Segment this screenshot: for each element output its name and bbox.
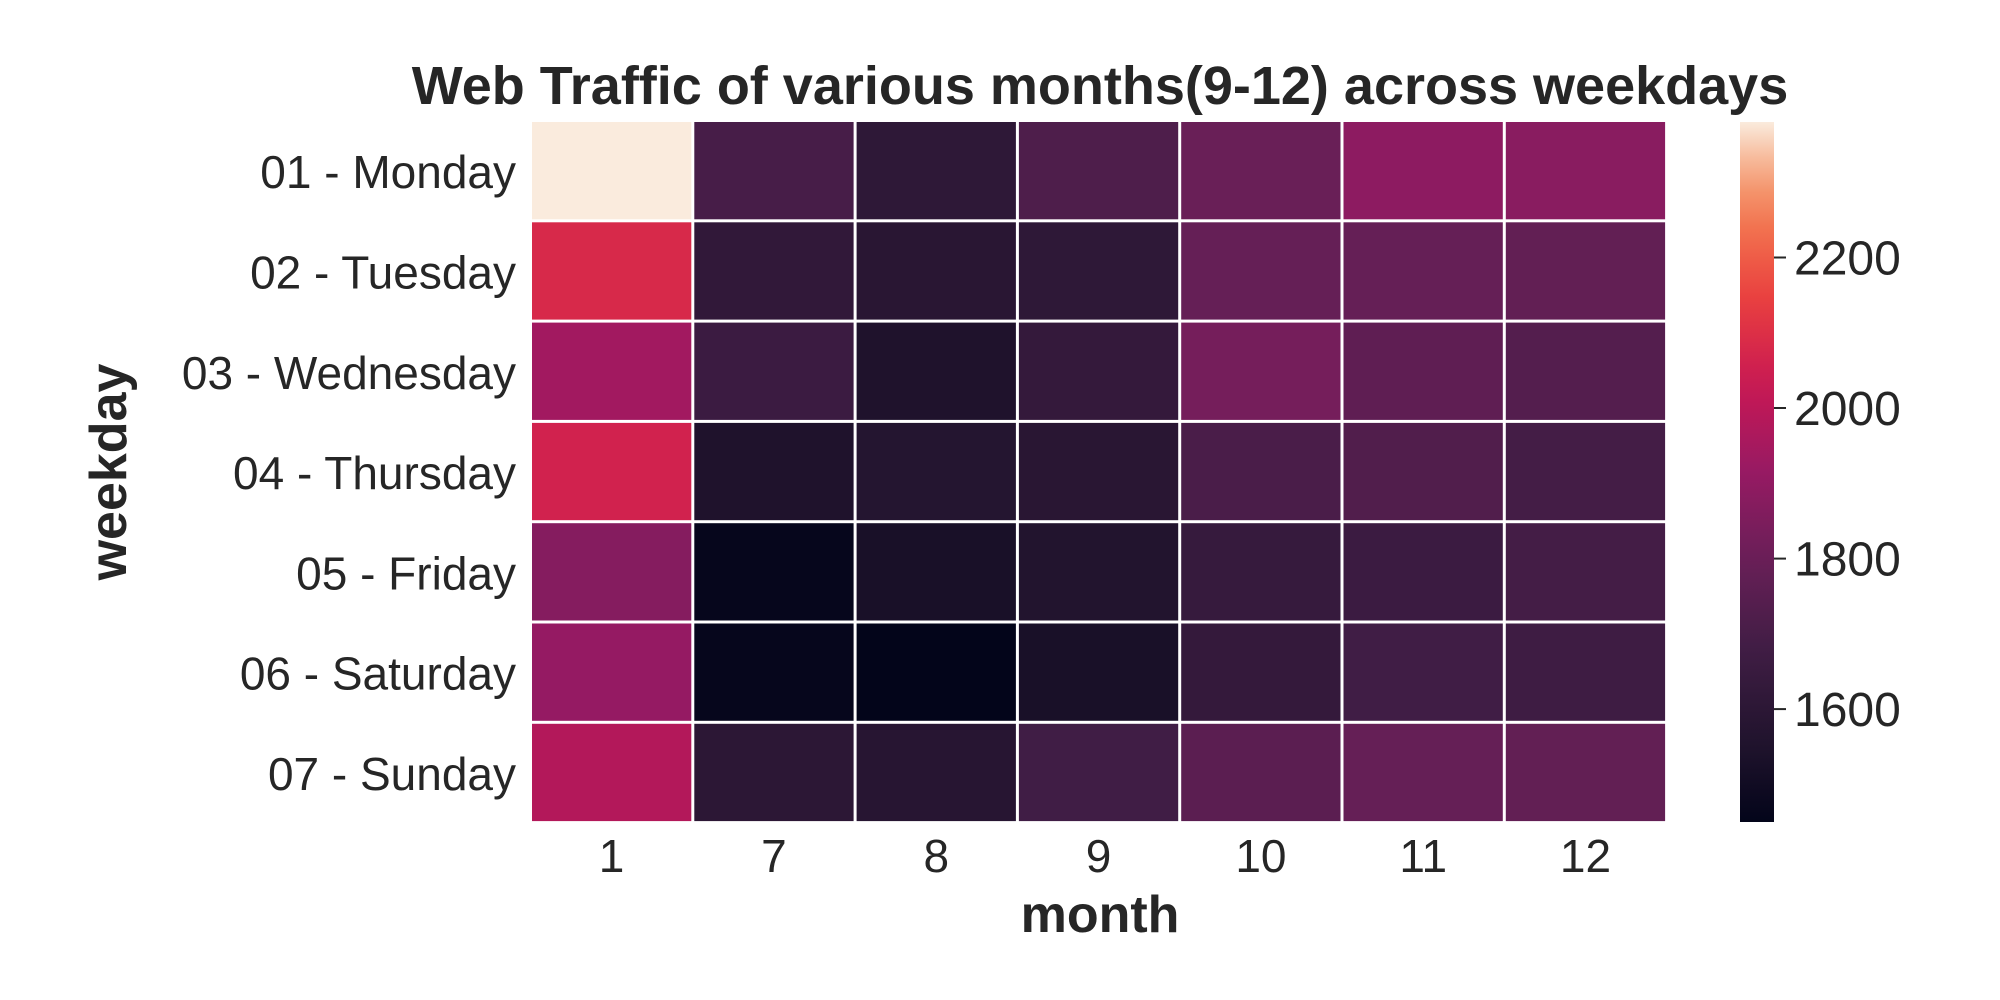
y-tick-labels: 01 - Monday 02 - Tuesday 03 - Wednesday 04 … (182, 146, 516, 800)
heatmap-cell (1505, 523, 1666, 621)
y-tick-label: 05 - Friday (296, 547, 516, 599)
heatmap-cell (1181, 422, 1341, 521)
heatmap-cell (532, 523, 692, 621)
heatmap-cell (532, 623, 692, 721)
heatmap-cell (1181, 222, 1341, 320)
heatmap-cell (532, 723, 692, 822)
heatmap-cell (694, 623, 854, 721)
heatmap-cell (532, 422, 692, 521)
x-tick-label: 8 (924, 830, 950, 882)
y-tick-label: 06 - Saturday (240, 648, 516, 700)
heatmap-cell (856, 222, 1016, 320)
heatmap-cell (1505, 122, 1666, 220)
y-tick-label: 03 - Wednesday (182, 347, 516, 399)
colorbar-tick-label: 2000 (1794, 383, 1901, 436)
x-tick-label: 12 (1560, 830, 1611, 882)
heatmap-cell (856, 322, 1016, 420)
heatmap-cell (1343, 523, 1503, 621)
x-tick-label: 1 (599, 830, 625, 882)
colorbar (1740, 122, 1774, 822)
heatmap-cell (694, 222, 854, 320)
heatmap-cell (694, 723, 854, 822)
y-tick-label: 04 - Thursday (233, 447, 516, 499)
heatmap-cell (694, 422, 854, 521)
x-tick-labels: 1 7 8 9 10 11 12 (599, 830, 1611, 882)
heatmap-cell (694, 523, 854, 621)
colorbar-ticks: 1600 1800 2000 2200 (1774, 233, 1901, 737)
x-tick-label: 7 (761, 830, 787, 882)
heatmap-cell (1343, 422, 1503, 521)
heatmap-cell (1018, 222, 1179, 320)
y-tick-label: 02 - Tuesday (250, 246, 516, 298)
chart-title: Web Traffic of various months(9-12) acro… (412, 56, 1788, 116)
heatmap-cell (1505, 623, 1666, 721)
heatmap-cell (1505, 422, 1666, 521)
heatmap-cell (1343, 222, 1503, 320)
colorbar-tick-label: 1600 (1794, 684, 1901, 737)
x-tick-label: 11 (1399, 830, 1447, 882)
x-tick-label: 9 (1086, 830, 1112, 882)
heatmap-cell (1343, 623, 1503, 721)
x-tick-label: 10 (1235, 830, 1286, 882)
y-tick-label: 01 - Monday (260, 146, 516, 198)
heatmap-cell (1181, 122, 1341, 220)
heatmap-cell (1181, 723, 1341, 822)
y-tick-label: 07 - Sunday (268, 748, 516, 800)
colorbar-tick-label: 1800 (1794, 534, 1901, 587)
heatmap-cell (1018, 623, 1179, 721)
heatmap-cell (1343, 723, 1503, 822)
heatmap-cell (1343, 122, 1503, 220)
heatmap-cell (856, 122, 1016, 220)
colorbar-tick-label: 2200 (1794, 233, 1901, 286)
heatmap-cell (1505, 322, 1666, 420)
heatmap-cell (1018, 422, 1179, 521)
heatmap-cell (1018, 122, 1179, 220)
heatmap-cell (1018, 322, 1179, 420)
y-axis-label: weekday (80, 364, 138, 582)
heatmap-cell (856, 623, 1016, 721)
x-axis-label: month (1021, 886, 1180, 944)
heatmap-cell (532, 122, 692, 220)
heatmap-cell (856, 523, 1016, 621)
heatmap-cell (694, 322, 854, 420)
heatmap-cell (694, 122, 854, 220)
heatmap-cell (1181, 322, 1341, 420)
heatmap-cell (856, 723, 1016, 822)
heatmap-cell (532, 322, 692, 420)
heatmap-cell (1018, 723, 1179, 822)
heatmap-cell (856, 422, 1016, 521)
heatmap-cell (1018, 523, 1179, 621)
heatmap-cell (1343, 322, 1503, 420)
heatmap-cell (1181, 623, 1341, 721)
heatmap-cell (1505, 222, 1666, 320)
heatmap-cells (532, 122, 1666, 822)
heatmap-cell (532, 222, 692, 320)
heatmap-cell (1181, 523, 1341, 621)
heatmap-cell (1505, 723, 1666, 822)
